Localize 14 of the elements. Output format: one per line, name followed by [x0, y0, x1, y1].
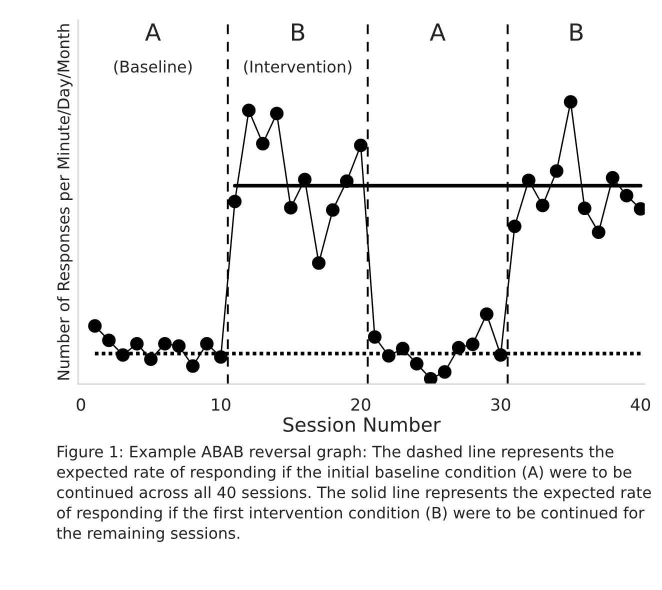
text: A: [145, 23, 161, 41]
x-tick-label: 10: [212, 398, 230, 411]
text: (Baseline): [114, 60, 192, 75]
text: B: [292, 23, 304, 41]
caption: Figure 1: Example ABAB reversal graph: The dashed line represents the expected rate of responding if the initial baseline condition (A) were to be continued across all 40 sessions. The solid line represents the expected rate of responding if the first intervention condition (B) were to be continued for the remaining sessions.: [56, 445, 651, 542]
text: (Intervention): [244, 60, 352, 75]
x-tick-label: 0: [76, 398, 86, 411]
text: B: [570, 23, 583, 41]
text: A: [430, 23, 446, 41]
x-axis-title: Session Number: [283, 416, 441, 432]
x-tick-label: 40: [630, 398, 650, 411]
x-tick-label: 30: [491, 398, 510, 411]
y-axis-title: Number of Responses per Minute/Day/Month: [57, 24, 73, 380]
x-tick-label: 20: [351, 398, 370, 411]
